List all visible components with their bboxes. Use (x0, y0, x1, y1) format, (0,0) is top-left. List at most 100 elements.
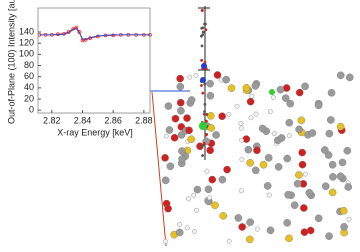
atom (295, 171, 303, 179)
y-axis-label: Out-of-Plane (100) Intensity [au] (6, 0, 16, 124)
atom (242, 84, 251, 92)
atom (325, 129, 334, 138)
y-tick-label: 80 (24, 60, 34, 70)
strip-dot (200, 34, 203, 38)
atom (249, 93, 255, 99)
y-tick-label: 140 (19, 26, 34, 36)
atom (193, 73, 199, 78)
atom (328, 188, 337, 197)
atom (301, 82, 309, 91)
atom (336, 122, 345, 131)
strip-dot (200, 58, 204, 62)
atom (314, 101, 323, 110)
atom (269, 89, 275, 95)
atom (321, 182, 330, 191)
atom (177, 106, 185, 115)
atom (207, 195, 212, 201)
strip-dot (201, 91, 205, 95)
atom (246, 97, 255, 106)
atom (248, 115, 254, 121)
atom (300, 228, 309, 236)
atom (193, 185, 202, 194)
atom (226, 111, 232, 117)
atom (344, 183, 353, 191)
atom (226, 238, 232, 244)
atom (298, 160, 307, 169)
atom (175, 228, 184, 237)
strip-dot (200, 84, 203, 87)
atom (305, 189, 314, 197)
atom (184, 225, 190, 231)
atom (227, 84, 236, 92)
atom (246, 218, 254, 226)
strip-dot (201, 154, 204, 157)
atom (206, 146, 214, 155)
atom (263, 182, 272, 190)
atom (201, 63, 207, 69)
atom (218, 112, 226, 121)
atom (285, 118, 294, 127)
data-point (83, 37, 88, 42)
atom (234, 214, 243, 222)
atom (178, 147, 186, 155)
atom (308, 129, 317, 137)
atom (270, 95, 276, 100)
atom (161, 176, 170, 185)
atom (204, 185, 213, 194)
strip-dot (203, 102, 207, 106)
x-tick-label: 2.84 (74, 115, 92, 125)
atom (259, 160, 268, 169)
x-axis-label: X-ray Energy [keV] (57, 127, 133, 137)
atom (258, 124, 267, 133)
atom (327, 89, 336, 97)
strip-dot (203, 82, 207, 86)
atom (191, 192, 196, 198)
atom (298, 148, 306, 157)
atom (300, 204, 308, 212)
atom (187, 74, 193, 80)
atom (218, 175, 227, 184)
strip-dot (203, 110, 206, 114)
atom (340, 223, 348, 231)
atom (253, 111, 259, 117)
strip-dot (200, 9, 204, 12)
atom (302, 171, 308, 177)
atom (283, 154, 292, 163)
atom (222, 75, 230, 84)
atom (176, 98, 185, 107)
atom (286, 99, 295, 108)
y-tick-label: 40 (24, 82, 34, 92)
atom (239, 157, 245, 162)
series-line (39, 27, 150, 41)
atom (176, 74, 184, 83)
atom (211, 201, 219, 210)
strip-dot (201, 30, 205, 34)
atom (295, 125, 303, 134)
atom (187, 135, 195, 144)
atom (185, 126, 193, 135)
atom (251, 166, 260, 175)
atom (345, 73, 354, 82)
atom (283, 219, 291, 227)
atom (238, 120, 244, 126)
molecule-rendering (150, 6, 354, 247)
atom (285, 234, 293, 243)
atom (163, 238, 169, 244)
strip-dot (200, 44, 204, 48)
plot-frame (37, 7, 151, 114)
y-tick-label: 60 (24, 71, 34, 81)
y-tick-label: 0 (29, 105, 34, 115)
y-tick-label: 100 (19, 49, 34, 59)
atom (295, 88, 304, 97)
atom (339, 206, 348, 215)
connector (151, 91, 167, 247)
atom (336, 172, 345, 181)
atom (266, 226, 275, 235)
atom (329, 173, 337, 181)
atom (251, 82, 260, 90)
atom (206, 91, 215, 100)
strip-dot (204, 28, 208, 32)
atom (207, 112, 215, 120)
atom (187, 96, 196, 104)
